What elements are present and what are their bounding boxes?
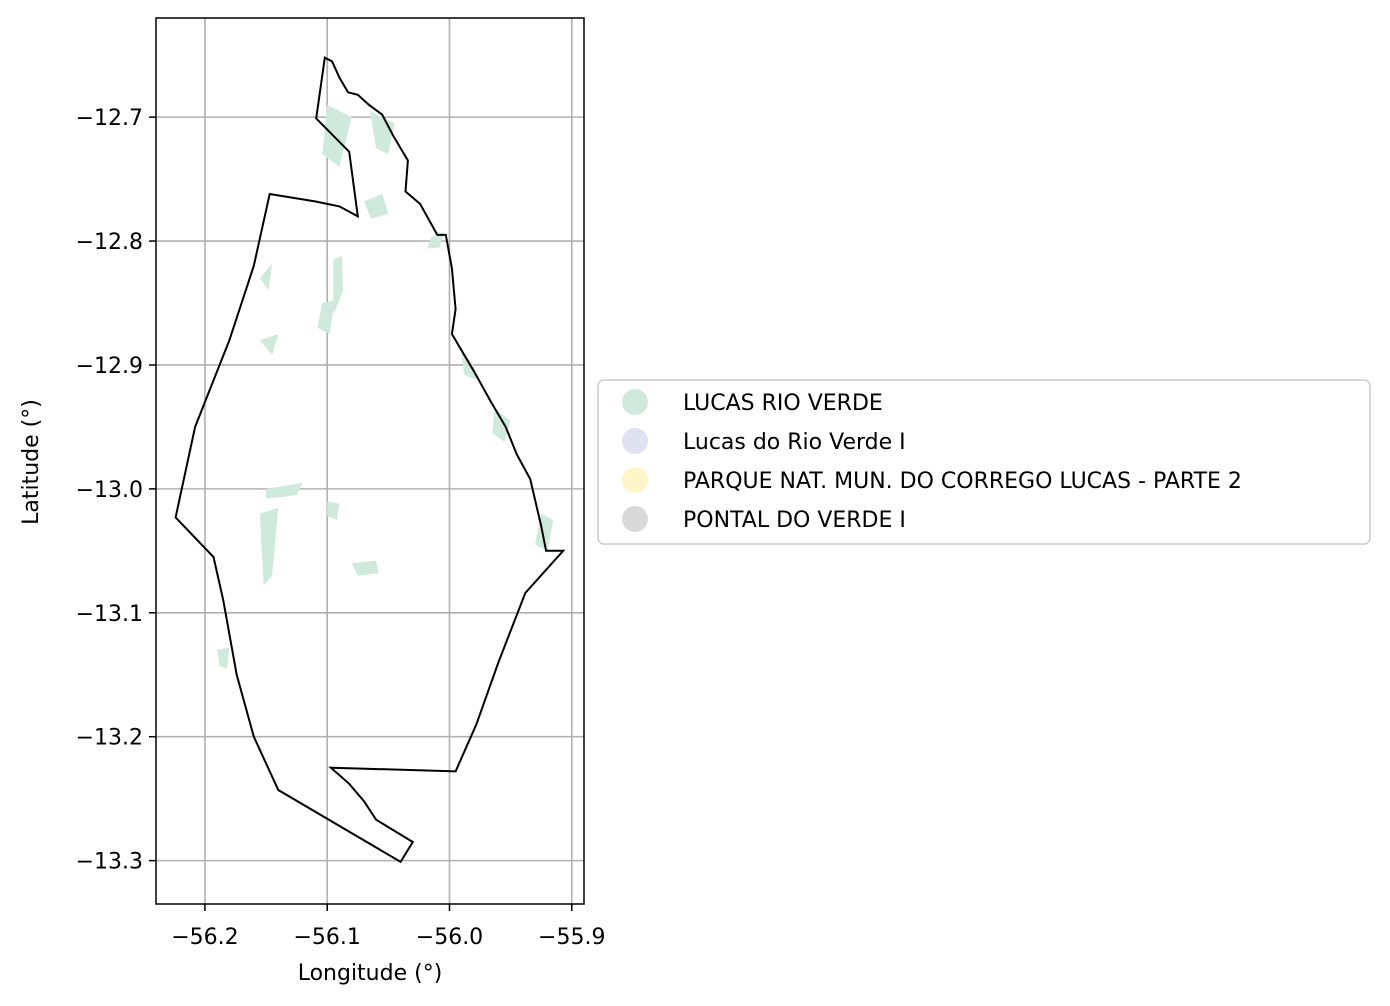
y-tick-label: −12.8 xyxy=(76,230,143,255)
protected-area-patch xyxy=(317,300,335,334)
protected-area-patch xyxy=(333,255,344,316)
x-tick-label: −56.0 xyxy=(416,925,483,950)
axes-frame xyxy=(155,17,585,905)
x-axis-label: Longitude (°) xyxy=(298,961,443,986)
legend-entry-label: PONTAL DO VERDE I xyxy=(683,508,906,533)
y-tick-label: −13.1 xyxy=(76,602,143,627)
x-axis-ticks: −56.2 −56.1 −56.0 −55.9 xyxy=(171,904,605,950)
protected-area-patch xyxy=(370,110,395,155)
y-axis-ticks: −12.7 −12.8 −12.9 −13.0 −13.1 −13.2 −13.3 xyxy=(76,106,156,875)
x-tick-label: −56.2 xyxy=(171,925,238,950)
y-axis-label: Latitude (°) xyxy=(19,399,44,525)
protected-area-patch xyxy=(322,104,352,167)
protected-area-patch xyxy=(427,232,444,249)
x-tick-label: −55.9 xyxy=(538,925,605,950)
legend-marker xyxy=(622,389,648,415)
legend-marker xyxy=(622,506,648,532)
protected-area-patch xyxy=(363,194,389,219)
y-tick-label: −13.0 xyxy=(76,478,143,503)
legend-marker xyxy=(622,467,648,493)
y-tick-label: −12.9 xyxy=(76,354,143,379)
protected-area-patch xyxy=(492,408,511,442)
protected-area-patch xyxy=(327,501,340,520)
protected-area-patch xyxy=(461,352,477,380)
protected-area-patch xyxy=(259,507,279,586)
y-tick-label: −12.7 xyxy=(76,106,143,131)
legend-marker xyxy=(622,428,648,454)
grid-lines xyxy=(156,18,584,904)
protected-area-fills xyxy=(217,104,554,669)
x-tick-label: −56.1 xyxy=(293,925,360,950)
y-tick-label: −13.2 xyxy=(76,726,143,751)
municipality-boundary xyxy=(174,56,566,864)
legend: LUCAS RIO VERDE Lucas do Rio Verde I PARQU… xyxy=(597,379,1371,545)
y-tick-label: −13.3 xyxy=(76,850,143,875)
protected-area-patch xyxy=(351,560,379,576)
legend-entry-label: PARQUE NAT. MUN. DO CORREGO LUCAS - PART… xyxy=(683,469,1242,494)
legend-entry-label: LUCAS RIO VERDE xyxy=(683,391,883,416)
protected-area-patch xyxy=(266,482,303,499)
protected-area-patch xyxy=(259,334,279,356)
protected-area-patch xyxy=(259,263,273,291)
legend-entry-label: Lucas do Rio Verde I xyxy=(683,430,906,455)
legend-frame xyxy=(597,379,1371,545)
protected-area-patch xyxy=(217,647,230,669)
